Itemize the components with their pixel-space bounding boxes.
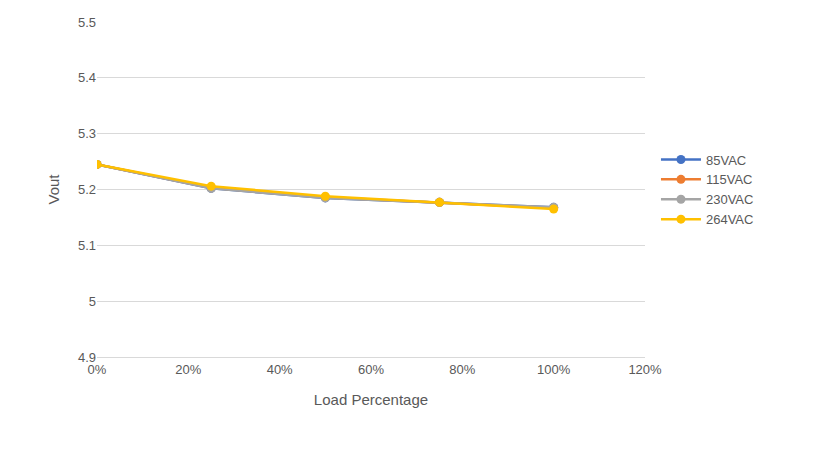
svg-text:115VAC: 115VAC — [706, 172, 753, 187]
svg-text:Load Percentage: Load Percentage — [314, 391, 428, 408]
svg-text:80%: 80% — [449, 362, 475, 377]
svg-text:5.3: 5.3 — [78, 126, 96, 141]
svg-text:60%: 60% — [358, 362, 384, 377]
svg-text:120%: 120% — [628, 362, 662, 377]
svg-text:0%: 0% — [88, 362, 107, 377]
svg-text:4.9: 4.9 — [78, 350, 96, 365]
svg-text:40%: 40% — [267, 362, 293, 377]
svg-text:20%: 20% — [175, 362, 201, 377]
svg-text:5.4: 5.4 — [78, 70, 96, 85]
svg-text:5.5: 5.5 — [78, 15, 96, 30]
svg-text:5: 5 — [89, 294, 96, 309]
svg-text:230VAC: 230VAC — [706, 192, 753, 207]
svg-text:264VAC: 264VAC — [706, 212, 753, 227]
svg-text:100%: 100% — [537, 362, 571, 377]
svg-text:Vout: Vout — [45, 174, 62, 205]
svg-text:5.1: 5.1 — [78, 238, 96, 253]
svg-text:85VAC: 85VAC — [706, 153, 746, 168]
svg-text:5.2: 5.2 — [78, 182, 96, 197]
